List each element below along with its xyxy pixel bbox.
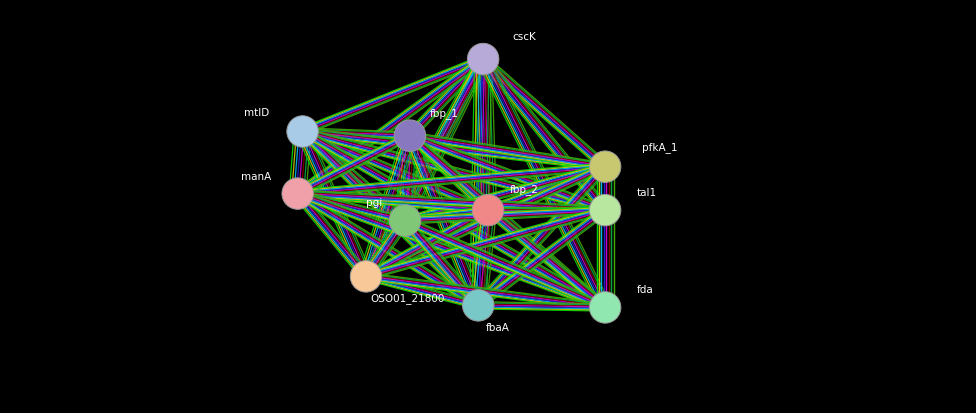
Text: OSO01_21800: OSO01_21800 <box>370 293 444 304</box>
Text: pfkA_1: pfkA_1 <box>642 142 677 153</box>
Ellipse shape <box>389 205 421 237</box>
Text: fda: fda <box>636 285 653 294</box>
Text: tal1: tal1 <box>636 188 657 197</box>
Text: mtlD: mtlD <box>244 107 269 117</box>
Text: pgi: pgi <box>366 198 383 208</box>
Ellipse shape <box>287 116 318 148</box>
Text: fbaA: fbaA <box>486 322 509 332</box>
Ellipse shape <box>463 290 494 321</box>
Text: manA: manA <box>241 172 271 182</box>
Ellipse shape <box>590 292 621 323</box>
Ellipse shape <box>472 195 504 226</box>
Ellipse shape <box>350 261 382 292</box>
Text: fbp_1: fbp_1 <box>429 108 459 119</box>
Ellipse shape <box>394 121 426 152</box>
Text: fbp_2: fbp_2 <box>509 184 539 195</box>
Ellipse shape <box>590 195 621 226</box>
Ellipse shape <box>282 178 313 210</box>
Ellipse shape <box>468 44 499 76</box>
Text: cscK: cscK <box>512 32 536 42</box>
Ellipse shape <box>590 152 621 183</box>
